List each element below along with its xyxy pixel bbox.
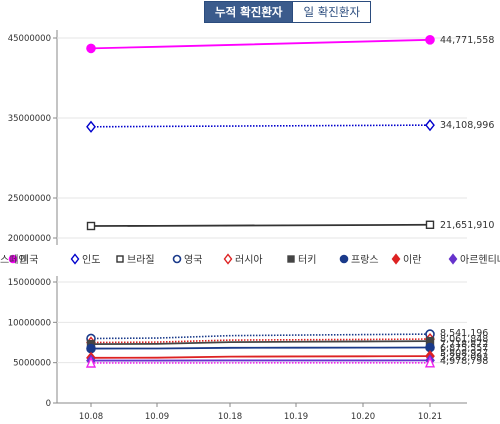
bottom-end-value-label: 5,808,927 (440, 348, 488, 359)
top-series-line (90, 124, 431, 128)
top-y-tick-label: 45000000 (8, 34, 51, 44)
x-tick-label: 10.19 (284, 412, 308, 422)
x-tick-label: 10.18 (218, 412, 242, 422)
tab-daily-cases[interactable]: 일 확진환자 (293, 1, 372, 23)
legend-marker (172, 254, 182, 264)
top-data-point (86, 120, 96, 133)
top-series-1 (86, 119, 435, 133)
bottom-data-point (85, 356, 97, 368)
legend-label: 브라질 (127, 254, 155, 266)
bottom-series-line (90, 340, 431, 346)
legend-marker (116, 255, 124, 263)
top-data-point (425, 35, 435, 45)
legend-label: 아르헨티나 (460, 254, 500, 266)
bottom-y-tick-label: 5000000 (13, 359, 51, 369)
legend-label: 러시아 (235, 254, 263, 266)
legend-label: 이란 (403, 254, 421, 266)
legend-item-2: 브라질 (116, 254, 155, 266)
legend-marker (391, 253, 401, 265)
x-tick-label: 10.08 (79, 412, 103, 422)
legend-label: 터키 (298, 254, 316, 266)
legend-marker (8, 254, 18, 264)
bottom-y-tick-label: 0 (46, 399, 51, 409)
bottom-series-6 (85, 356, 436, 368)
legend-marker (287, 255, 295, 263)
top-series-0 (86, 35, 435, 54)
bottom-series-line (90, 333, 431, 340)
legend-label: 인도 (82, 254, 100, 266)
top-data-point (425, 220, 435, 229)
bottom-y-tick-label: 15000000 (8, 278, 51, 288)
bottom-series-3 (86, 342, 435, 354)
chart-tab-bar: 누적 확진환자 일 확진환자 (204, 1, 372, 23)
legend-label: 스페인 (0, 254, 28, 266)
bottom-end-value-label: 7,718,872 (440, 339, 488, 350)
legend-label: 미국 (20, 254, 38, 266)
top-y-tick-label: 25000000 (8, 194, 51, 204)
top-end-value-label: 44,771,558 (440, 35, 494, 46)
bottom-y-tick-label: 10000000 (8, 318, 51, 328)
top-y-tick-label: 20000000 (8, 234, 51, 244)
bottom-end-value-label: 8,541,196 (440, 328, 488, 339)
legend-marker (70, 253, 80, 265)
legend-item-1: 인도 (70, 253, 100, 266)
top-data-point (86, 221, 96, 231)
legend-item-4: 러시아 (223, 253, 263, 266)
top-data-point (425, 119, 435, 132)
legend-label: 프랑스 (351, 254, 379, 266)
top-series-line (90, 38, 431, 50)
legend-item-3: 영국 (172, 254, 202, 266)
legend-item-0: 미국 (8, 254, 38, 266)
bottom-end-value-label: 6,875,557 (440, 343, 488, 354)
bottom-series-line (90, 355, 431, 359)
bottom-data-point (86, 343, 96, 354)
bottom-end-value-label: 5,282,093 (440, 352, 488, 363)
top-series-line (90, 223, 431, 227)
bottom-end-value-label: 8,061,848 (440, 334, 488, 345)
top-series-2 (86, 220, 435, 231)
legend-marker (223, 253, 233, 265)
top-data-point (86, 43, 96, 54)
legend-item-8: 아르헨티나 (448, 253, 500, 266)
bottom-series-line (90, 338, 431, 344)
x-tick-label: 10.20 (351, 412, 375, 422)
x-tick-label: 10.21 (418, 412, 442, 422)
legend-label: 영국 (184, 254, 202, 266)
x-tick-label: 10.09 (145, 412, 169, 422)
bottom-end-value-label: 4,978,798 (440, 356, 488, 367)
legend-marker (339, 254, 349, 264)
bottom-data-point (424, 356, 436, 368)
legend-item-7: 이란 (391, 253, 421, 266)
bottom-series-line (90, 346, 431, 350)
legend-item-9: 스페인 (0, 254, 28, 266)
top-end-value-label: 34,108,996 (440, 120, 494, 131)
top-end-value-label: 21,651,910 (440, 220, 494, 231)
top-y-tick-label: 35000000 (8, 114, 51, 124)
legend-item-6: 프랑스 (339, 254, 379, 266)
tab-cumulative-cases[interactable]: 누적 확진환자 (204, 1, 294, 23)
legend-marker (448, 253, 458, 265)
legend-item-5: 터키 (287, 254, 316, 266)
